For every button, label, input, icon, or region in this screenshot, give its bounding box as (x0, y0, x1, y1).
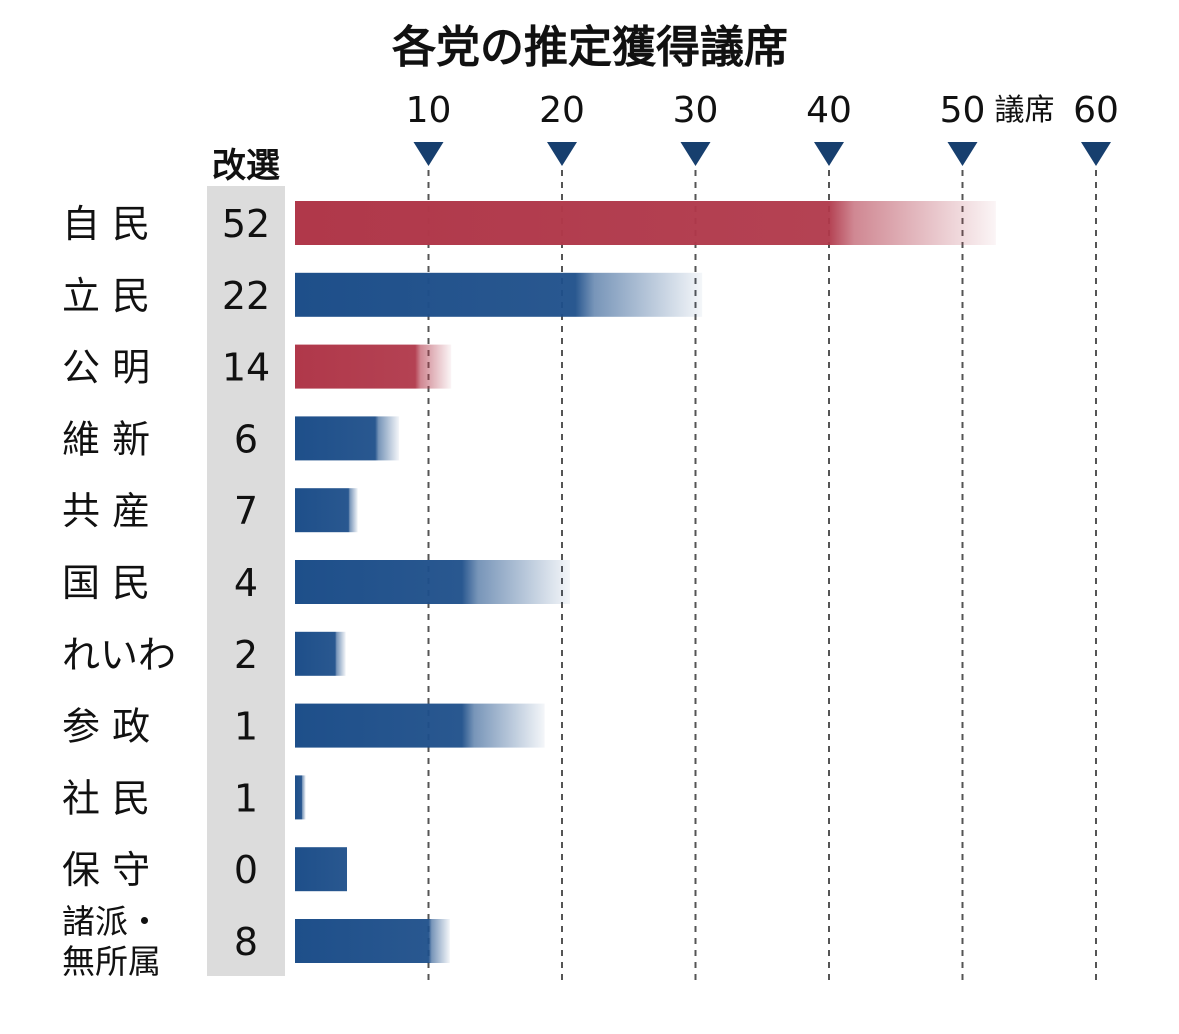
bar-7 (295, 703, 545, 748)
tick-marker-20 (547, 142, 577, 166)
x-axis-ticks: 10 20 30 40 50 議席 60 (406, 90, 1119, 166)
bar-3 (295, 416, 400, 461)
reelection-column-background (207, 186, 285, 976)
reelection-value: 6 (234, 417, 258, 461)
reelection-value: 7 (234, 489, 258, 533)
reelection-value: 52 (222, 202, 270, 246)
party-labels: 52 自 民 22 立 民 14 公 明 6 維 新 7 共 産 4 国 民 2 れいわ 1 参 政 1 社 民 0… (62, 202, 270, 981)
tick-label-50: 50 (940, 90, 986, 131)
reelection-value: 14 (222, 346, 270, 390)
party-label: 共 産 (62, 489, 150, 533)
party-label: 保 守 (62, 848, 150, 892)
party-label: 立 民 (62, 274, 150, 318)
party-label-line: 諸派・ (62, 902, 161, 941)
reelection-value: 4 (234, 561, 258, 605)
party-label: 自 民 (62, 202, 150, 246)
unit-label: 議席 (995, 93, 1055, 128)
tick-label-30: 30 (673, 90, 719, 131)
bars (295, 201, 996, 963)
party-label: 国 民 (62, 561, 150, 605)
tick-label-60: 60 (1073, 90, 1119, 131)
bar-4 (295, 488, 358, 533)
tick-label-40: 40 (806, 90, 852, 131)
bar-10 (295, 919, 450, 963)
bar-5 (295, 560, 571, 604)
bar-0 (295, 201, 996, 245)
party-label-line: 無所属 (62, 942, 161, 981)
party-label: 社 民 (62, 776, 150, 820)
reelection-value: 1 (234, 776, 258, 820)
party-label: 維 新 (62, 417, 150, 461)
reelection-value: 0 (234, 848, 258, 892)
tick-marker-40 (814, 142, 844, 166)
tick-marker-50 (947, 142, 978, 166)
party-label: 公 明 (62, 346, 150, 390)
party-label: 参 政 (62, 705, 150, 749)
bar-8 (295, 775, 306, 820)
party-label: れいわ (62, 633, 176, 677)
tick-marker-30 (680, 142, 711, 166)
bar-9 (295, 847, 348, 892)
tick-marker-60 (1081, 142, 1111, 166)
tick-label-10: 10 (406, 90, 452, 131)
bar-6 (295, 631, 346, 676)
bar-1 (295, 272, 703, 317)
reelection-value: 1 (234, 705, 258, 749)
tick-label-20: 20 (539, 90, 585, 131)
chart-title: 各党の推定獲得議席 (392, 22, 788, 73)
tick-marker-10 (413, 142, 444, 166)
reelection-value: 2 (234, 633, 258, 677)
reelection-value: 8 (234, 920, 258, 964)
reelection-value: 22 (222, 274, 270, 318)
bar-2 (295, 344, 452, 389)
reelection-header: 改選 (212, 146, 280, 186)
